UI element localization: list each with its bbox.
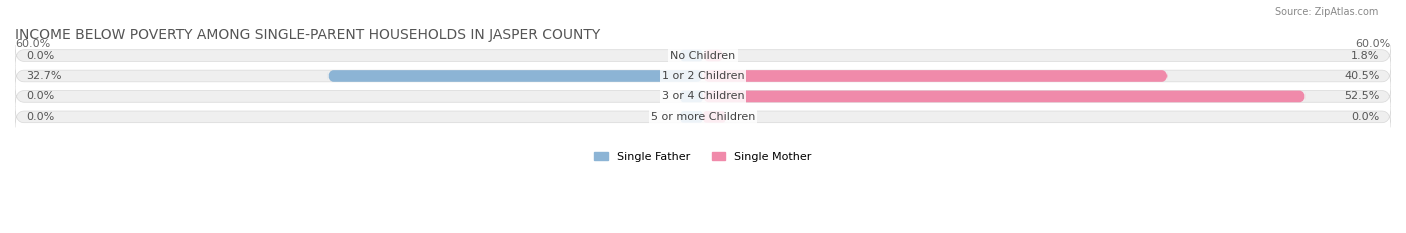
FancyBboxPatch shape	[681, 50, 703, 61]
FancyBboxPatch shape	[681, 91, 703, 102]
FancyBboxPatch shape	[15, 86, 1391, 107]
Text: 0.0%: 0.0%	[27, 51, 55, 61]
Text: 52.5%: 52.5%	[1344, 91, 1379, 101]
Text: 40.5%: 40.5%	[1344, 71, 1379, 81]
Text: Source: ZipAtlas.com: Source: ZipAtlas.com	[1274, 7, 1378, 17]
Text: 0.0%: 0.0%	[27, 112, 55, 122]
FancyBboxPatch shape	[703, 91, 1305, 102]
Text: 3 or 4 Children: 3 or 4 Children	[662, 91, 744, 101]
Legend: Single Father, Single Mother: Single Father, Single Mother	[591, 147, 815, 166]
Text: No Children: No Children	[671, 51, 735, 61]
Text: 1 or 2 Children: 1 or 2 Children	[662, 71, 744, 81]
FancyBboxPatch shape	[328, 70, 703, 82]
FancyBboxPatch shape	[15, 106, 1391, 127]
FancyBboxPatch shape	[15, 65, 1391, 86]
FancyBboxPatch shape	[681, 111, 703, 123]
Text: 0.0%: 0.0%	[1351, 112, 1379, 122]
FancyBboxPatch shape	[15, 45, 1391, 66]
Text: 60.0%: 60.0%	[15, 39, 51, 49]
Text: INCOME BELOW POVERTY AMONG SINGLE-PARENT HOUSEHOLDS IN JASPER COUNTY: INCOME BELOW POVERTY AMONG SINGLE-PARENT…	[15, 28, 600, 42]
Text: 0.0%: 0.0%	[27, 91, 55, 101]
FancyBboxPatch shape	[703, 111, 725, 123]
Text: 1.8%: 1.8%	[1351, 51, 1379, 61]
FancyBboxPatch shape	[703, 50, 724, 61]
Text: 5 or more Children: 5 or more Children	[651, 112, 755, 122]
Text: 60.0%: 60.0%	[1355, 39, 1391, 49]
Text: 32.7%: 32.7%	[27, 71, 62, 81]
FancyBboxPatch shape	[703, 70, 1167, 82]
